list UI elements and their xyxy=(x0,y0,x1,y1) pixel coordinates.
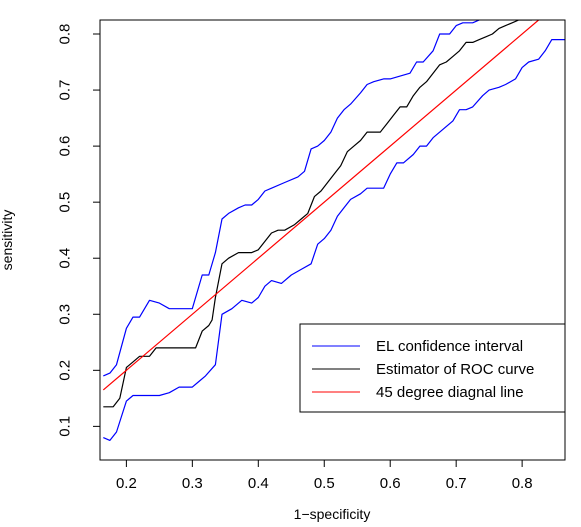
x-tick-label: 0.6 xyxy=(380,475,401,492)
x-tick-label: 0.2 xyxy=(116,475,137,492)
y-tick-label: 0.8 xyxy=(57,24,74,45)
y-tick-label: 0.6 xyxy=(57,136,74,157)
series-roc-estimator xyxy=(103,20,532,408)
series-el-ci-upper xyxy=(103,20,480,377)
y-axis-title: sensitivity xyxy=(0,210,15,271)
y-axis: 0.1 0.2 0.3 0.4 0.5 0.6 0.7 0.8 xyxy=(57,24,100,437)
legend-box xyxy=(299,323,566,413)
x-tick-label: 0.8 xyxy=(512,475,533,492)
y-tick-label: 0.4 xyxy=(57,248,74,269)
series-diagonal-line xyxy=(102,20,539,391)
x-axis: 0.2 0.3 0.4 0.5 0.6 0.7 0.8 xyxy=(116,460,533,492)
y-tick-label: 0.2 xyxy=(57,360,74,381)
legend: EL confidence interval Estimator of ROC … xyxy=(299,323,566,413)
series-layer xyxy=(102,20,565,441)
y-tick-label: 0.1 xyxy=(57,416,74,437)
y-tick-label: 0.3 xyxy=(57,304,74,325)
x-tick-label: 0.7 xyxy=(446,475,467,492)
y-tick-label: 0.7 xyxy=(57,80,74,101)
legend-label-diagonal: 45 degree diagnal line xyxy=(376,384,524,401)
legend-label-el-ci: EL confidence interval xyxy=(376,338,523,355)
y-tick-label: 0.5 xyxy=(57,192,74,213)
series-el-ci-lower xyxy=(103,38,565,441)
x-tick-label: 0.4 xyxy=(248,475,269,492)
legend-label-roc: Estimator of ROC curve xyxy=(376,361,534,378)
plot-frame xyxy=(99,19,566,461)
x-tick-label: 0.3 xyxy=(182,475,203,492)
x-tick-label: 0.5 xyxy=(314,475,335,492)
x-axis-title: 1−specificity xyxy=(294,506,371,522)
